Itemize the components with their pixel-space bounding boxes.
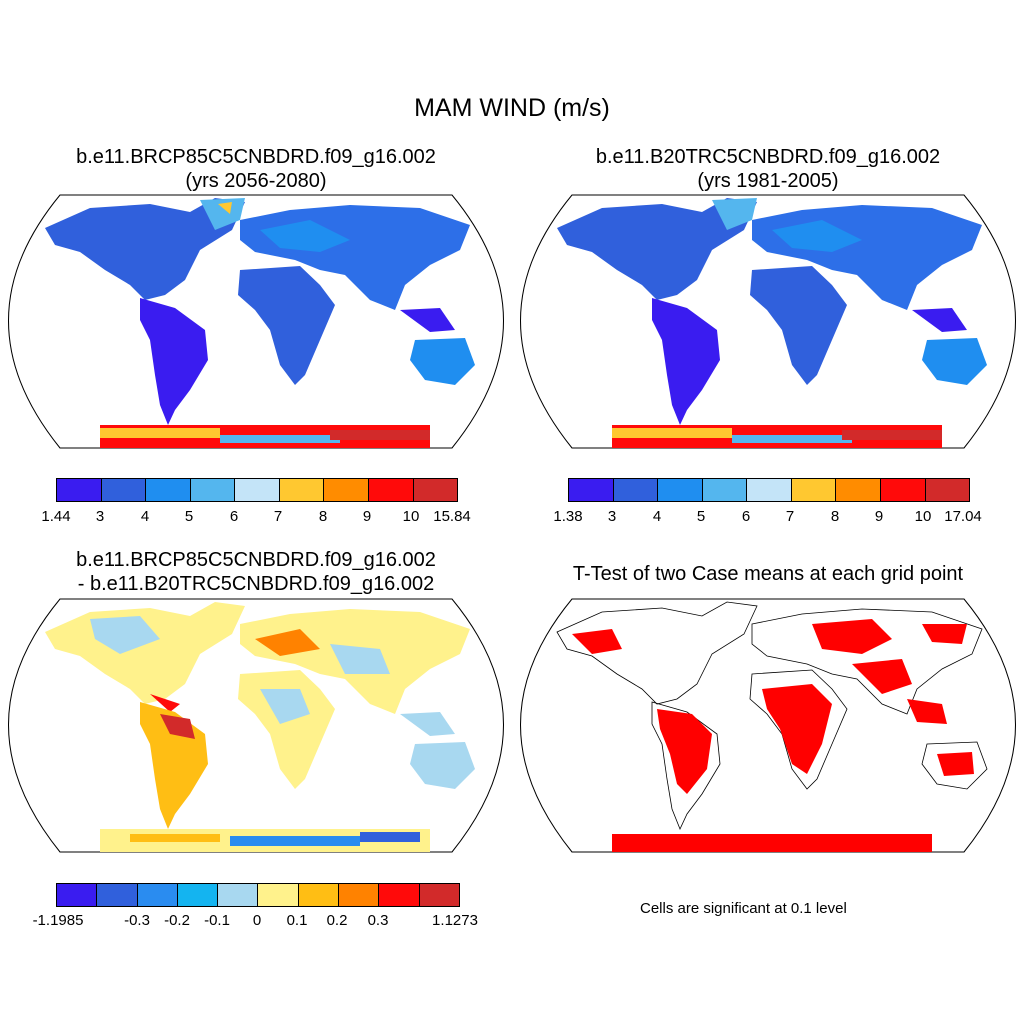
colorbar-bl-swatch (298, 884, 340, 906)
colorbar-tl-swatch (413, 479, 458, 501)
colorbar-bl-swatch (137, 884, 178, 906)
map-tr (520, 194, 1016, 449)
colorbar-tl-label: 1.44 (41, 508, 71, 525)
map-br (520, 598, 1016, 853)
panel-tl-title-line2: (yrs 2056-2080) (185, 170, 327, 192)
colorbar-bl-swatch (258, 884, 299, 906)
colorbar-tl-swatch (101, 479, 147, 501)
coastline-australia (921, 741, 988, 790)
colorbar-tr-label: 8 (830, 508, 840, 525)
colorbar-tr-label: 9 (874, 508, 884, 525)
colorbar-tl-swatch (324, 479, 369, 501)
coastline-south-america (651, 701, 721, 831)
panel-tl-title-line1: b.e11.BRCP85C5CNBDRD.f09_g16.002 (76, 146, 436, 168)
continent-africa (750, 266, 847, 385)
colorbar-tr (568, 478, 970, 502)
continent-africa (238, 266, 335, 385)
colorbar-tr-label: 17.04 (944, 508, 982, 525)
colorbar-tr-swatch (658, 479, 703, 501)
continent-africa (238, 670, 335, 789)
colorbar-tl-label: 6 (229, 508, 239, 525)
colorbar-tr-label: 1.38 (553, 508, 583, 525)
colorbar-tr-label: 3 (607, 508, 617, 525)
colorbar-bl-label: 0 (252, 912, 262, 929)
signif-region (612, 834, 932, 852)
colorbar-tr-label: 5 (696, 508, 706, 525)
colorbar-bl-swatch (339, 884, 380, 906)
coastline-north-america (556, 601, 758, 705)
colorbar-tl-label: 15.84 (433, 508, 471, 525)
colorbar-tl-swatch (190, 479, 236, 501)
colorbar-bl-label: 0.3 (367, 912, 389, 929)
colorbar-bl-label: -0.3 (124, 912, 150, 929)
colorbar-tr-swatch (791, 479, 837, 501)
colorbar-tl-label: 4 (140, 508, 150, 525)
continent-australia (410, 742, 475, 789)
colorbar-tl-swatch (146, 479, 191, 501)
colorbar-tr-swatch (569, 479, 614, 501)
colorbar-tl-label: 7 (273, 508, 283, 525)
colorbar-tr-label: 4 (652, 508, 662, 525)
colorbar-tr-label: 6 (741, 508, 751, 525)
signif-region (852, 659, 912, 694)
signif-region (922, 624, 967, 644)
continent-australia (922, 338, 987, 385)
continent-north-america (45, 198, 245, 300)
map-tl (8, 194, 504, 449)
colorbar-tl-label: 8 (318, 508, 328, 525)
signif-region (812, 619, 892, 654)
colorbar-bl-swatch (379, 884, 420, 906)
continent-south-america (652, 298, 720, 425)
colorbar-bl-swatch (57, 884, 98, 906)
map-bl (8, 598, 504, 853)
colorbar-tl-label: 9 (362, 508, 372, 525)
colorbar-bl-label: 0.1 (286, 912, 308, 929)
coastline-africa (749, 669, 848, 790)
colorbar-bl (56, 883, 460, 907)
colorbar-tl-label: 3 (95, 508, 105, 525)
colorbar-bl-label: -0.2 (164, 912, 190, 929)
colorbar-tl-swatch (279, 479, 325, 501)
colorbar-bl-swatch (177, 884, 219, 906)
colorbar-tl-label: 5 (184, 508, 194, 525)
continent-australia (410, 338, 475, 385)
panel-bl-title-line2: - b.e11.B20TRC5CNBDRD.f09_g16.002 (77, 573, 435, 595)
colorbar-tr-label: 7 (785, 508, 795, 525)
continent-north-america (557, 198, 757, 300)
colorbar-tr-swatch (702, 479, 748, 501)
colorbar-bl-label: 1.1273 (432, 912, 478, 929)
colorbar-tr-swatch (880, 479, 926, 501)
colorbar-bl-label: 0.2 (326, 912, 348, 929)
signif-region (657, 709, 712, 794)
colorbar-bl-swatch (218, 884, 259, 906)
colorbar-tr-swatch (613, 479, 659, 501)
colorbar-tl-swatch (368, 479, 414, 501)
colorbar-tr-swatch (836, 479, 881, 501)
colorbar-bl-label: -0.1 (204, 912, 230, 929)
colorbar-tr-swatch (925, 479, 970, 501)
signif-region (762, 684, 832, 774)
panel-bl-title-line1: b.e11.BRCP85C5CNBDRD.f09_g16.002 (76, 549, 436, 571)
colorbar-bl-swatch (97, 884, 138, 906)
colorbar-tl (56, 478, 458, 502)
colorbar-tl-label: 10 (402, 508, 420, 525)
colorbar-bl-swatch (419, 884, 459, 906)
colorbar-tl-swatch (57, 479, 102, 501)
panel-tr-title-line1: b.e11.B20TRC5CNBDRD.f09_g16.002 (595, 146, 941, 168)
continent-south-america (140, 298, 208, 425)
colorbar-bl-label: -1.1985 (32, 912, 84, 929)
figure-title: MAM WIND (m/s) (414, 94, 610, 122)
signif-region (572, 629, 622, 654)
colorbar-tr-swatch (747, 479, 792, 501)
colorbar-tl-swatch (235, 479, 280, 501)
signif-region (937, 752, 974, 776)
panel-br-title: T-Test of two Case means at each grid po… (572, 563, 964, 585)
significance-note: Cells are significant at 0.1 level (640, 900, 847, 917)
panel-tr-title-line2: (yrs 1981-2005) (697, 170, 839, 192)
signif-region (907, 699, 947, 724)
colorbar-tr-label: 10 (914, 508, 932, 525)
